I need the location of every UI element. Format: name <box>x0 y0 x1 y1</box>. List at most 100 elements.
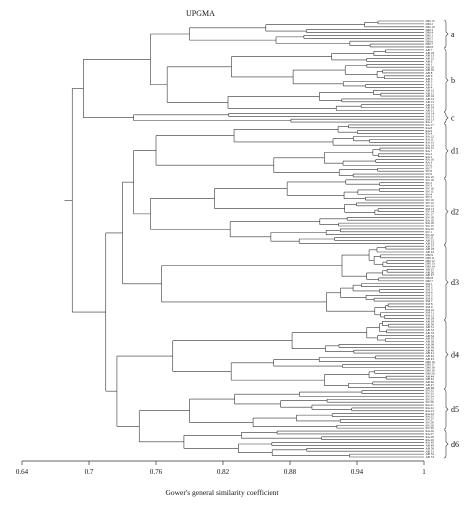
leaf-label: SM 13 <box>426 207 435 211</box>
leaf-label: SM 14 <box>426 111 435 115</box>
x-tick-label: 0.88 <box>284 468 297 476</box>
leaf-label: AB 13 <box>426 54 435 58</box>
leaf-label: AB 17 <box>426 103 435 107</box>
leaf-label: RA 3 <box>426 161 433 165</box>
group-bracket <box>443 429 449 459</box>
leaf-label: DM 8 <box>426 276 434 280</box>
leaf-label: DM 14 <box>426 265 436 269</box>
leaf-label: AB 47 <box>426 383 435 387</box>
leaf-label: SN 15 <box>426 224 434 228</box>
leaf-label: DM 10 <box>426 25 436 29</box>
leaf-label: DM 7 <box>426 42 434 46</box>
leaf-label: AB 16 <box>426 94 435 98</box>
leaf-label: RA 1 <box>426 120 433 124</box>
leaf-label: RA 7 <box>426 149 433 153</box>
group-label: d2 <box>451 207 459 216</box>
leaf-label: RA 5 <box>426 155 433 159</box>
leaf-label: AB 19 <box>426 106 435 110</box>
leaf-label: DM 3 <box>426 28 434 32</box>
group-bracket <box>443 48 449 112</box>
leaf-label: AB 22 <box>426 57 435 61</box>
group-bracket <box>443 19 449 49</box>
leaf-label: AB 40 <box>426 348 435 352</box>
leaf-label: DM 15 <box>426 19 436 23</box>
leaf-label: SM 6 <box>426 296 433 300</box>
leaf-label: AB 37 <box>426 244 435 248</box>
leaf-label: AB 1 <box>426 62 433 66</box>
leaf-label: DM 7 <box>426 279 434 283</box>
group-bracket <box>443 244 449 320</box>
leaf-label: RA 4 <box>426 132 433 136</box>
leaf-label: SN 24 <box>426 394 434 398</box>
leaf-label: SM 3 <box>426 288 433 292</box>
leaf-label: SM 12 <box>426 314 435 318</box>
leaf-label: DM 13 <box>426 262 436 266</box>
leaf-label: AB 41 <box>426 351 435 355</box>
leaf-label: DM 1 <box>426 34 434 38</box>
leaf-label: AB 35 <box>426 337 435 341</box>
x-tick-label: 0.76 <box>150 468 163 476</box>
leaf-label: RA 11 <box>426 137 435 141</box>
leaf-label: AB 7 <box>426 48 433 52</box>
leaf-label: RA 23 <box>426 409 435 413</box>
leaf-label: SN 20 <box>426 233 434 237</box>
leaf-label: SN 11 <box>426 189 434 193</box>
group-bracket <box>443 123 449 179</box>
leaf-label: AB 36 <box>426 340 435 344</box>
leaf-label: SM 4 <box>426 291 433 295</box>
leaf-label: RA 27 <box>426 432 435 436</box>
leaf-label: AB 48 <box>426 386 435 390</box>
x-tick-label: 0.7 <box>85 468 94 476</box>
leaf-label: AB 6 <box>426 60 433 64</box>
leaf-label: DM 6 <box>426 39 434 43</box>
leaf-label: SN 14 <box>426 210 434 214</box>
x-axis: 0.64 0.7 0.76 0.82 0.88 0.94 1 <box>16 460 426 476</box>
leaf-label: AB 51 <box>426 449 435 453</box>
x-axis-title: Gower's general similarity coefficient <box>165 488 279 497</box>
leaf-label: SN 18 <box>426 215 434 219</box>
leaf-label: RA 19 <box>426 218 435 222</box>
leaf-label: AB 23 <box>426 241 435 245</box>
leaf-label: AB 9 <box>426 74 433 78</box>
leaf-label: AB 14 <box>426 97 435 101</box>
leaf-label: SM 15 <box>426 114 435 118</box>
group-label: d5 <box>451 405 459 414</box>
leaf-label: DM 2 <box>426 22 434 26</box>
leaf-label: AB 27 <box>426 273 435 277</box>
x-tick-label: 0.82 <box>217 468 230 476</box>
leaf-label: AB 5 <box>426 77 433 81</box>
leaf-label: RA 2 <box>426 152 433 156</box>
leaf-label: SN 4 <box>426 192 433 196</box>
x-tick-label: 0.94 <box>351 468 364 476</box>
leaf-label: SM 2 <box>426 285 433 289</box>
leaf-label: AB 34 <box>426 334 435 338</box>
leaf-label: SN 26 <box>426 400 434 404</box>
leaf-label: AB 18 <box>426 247 435 251</box>
leaf-label: AB 50 <box>426 446 435 450</box>
group-label: d1 <box>451 147 459 156</box>
leaf-label: SN 27 <box>426 418 434 422</box>
leaf-label: AB 22 <box>426 239 435 243</box>
leaf-label: AB 8 <box>426 71 433 75</box>
leaf-label: SN 28 <box>426 420 434 424</box>
leaf-label: AB 49 <box>426 444 435 448</box>
leaf-label: SM 5 <box>426 293 433 297</box>
leaf-label: DM 17 <box>426 363 436 367</box>
leaf-label: AB 18 <box>426 51 435 55</box>
leaf-label: SM 1 <box>426 282 433 286</box>
leaf-label: AB 44 <box>426 374 435 378</box>
leaf-label: AB 31 <box>426 325 435 329</box>
leaf-label: AB 46 <box>426 380 435 384</box>
x-tick-label: 1 <box>422 468 426 476</box>
leaf-label: AB 4 <box>426 86 433 90</box>
leaf-label: SN 9 <box>426 172 433 176</box>
leaf-label: DM 11 <box>426 256 435 260</box>
leaf-label: SN 1 <box>426 230 433 234</box>
leaf-label: AB 3 <box>426 80 433 84</box>
group-label: d4 <box>451 350 459 359</box>
leaf-label: SM 8 <box>426 302 433 306</box>
leaf-label: RA 25 <box>426 415 435 419</box>
leaf-label: AB 26 <box>426 270 435 274</box>
leaf-label: RA 28 <box>426 435 435 439</box>
